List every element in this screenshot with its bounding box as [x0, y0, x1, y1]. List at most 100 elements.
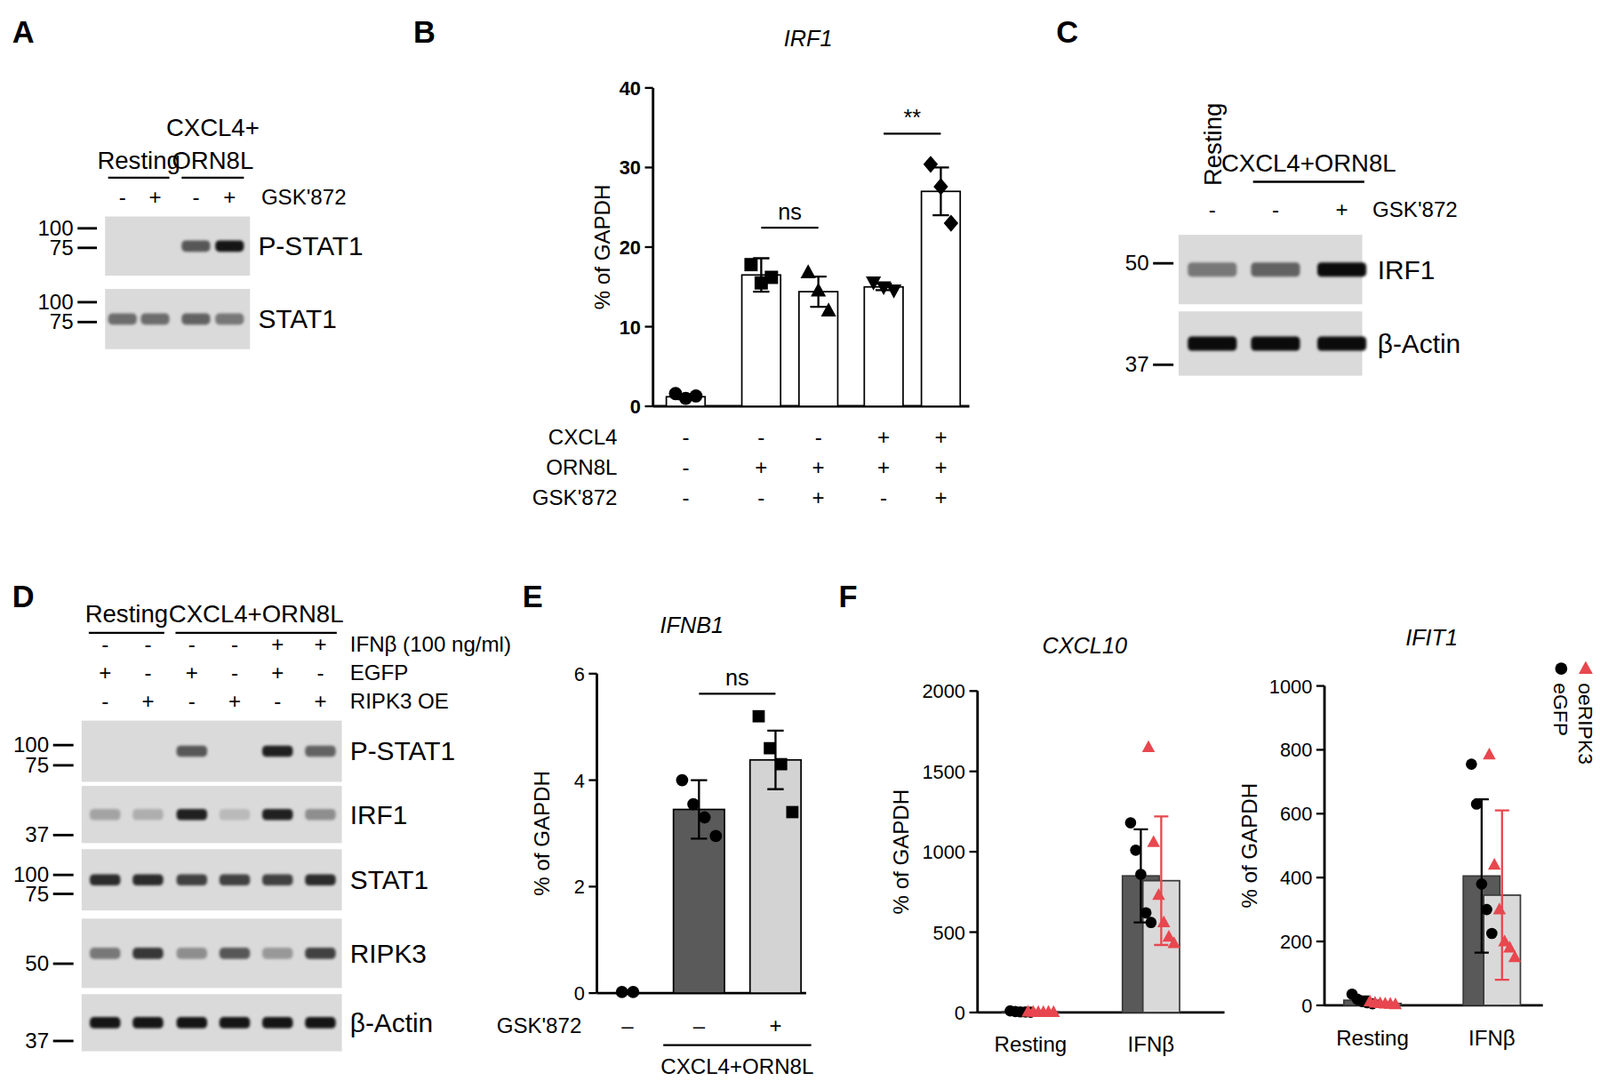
- chart: FCXCL10% of GAPDH0500100015002000Resting…: [839, 579, 1225, 1056]
- y-axis: [595, 673, 599, 993]
- data-point: [1465, 758, 1478, 770]
- condition-sign: +: [271, 660, 284, 685]
- x-tick-label: Resting: [994, 1032, 1068, 1056]
- points: [1004, 740, 1181, 1018]
- y-tick-label: 0: [954, 1001, 966, 1024]
- y-tick-label: 0: [574, 982, 585, 1005]
- condition-sign: +: [185, 660, 199, 685]
- y-tick: [645, 166, 654, 168]
- band: [176, 1016, 208, 1029]
- row-label: IRF1: [1377, 255, 1436, 285]
- condition-sign: -: [231, 660, 239, 685]
- error-bar: [1474, 799, 1489, 952]
- y-tick: [588, 992, 597, 994]
- chart: BIRF1% of GAPDH010203040CXCL4---++ORN8L-…: [413, 15, 970, 510]
- condition-sign: -: [1208, 197, 1216, 222]
- condition-label: IFNβ (100 ng/ml): [350, 632, 512, 656]
- band: [1317, 262, 1367, 277]
- condition-sign: +: [934, 485, 947, 510]
- legend-marker: [1578, 660, 1593, 673]
- bars: [673, 760, 801, 993]
- y-tick-label: 200: [1280, 930, 1312, 953]
- band: [176, 808, 208, 821]
- error-bars: [677, 167, 949, 400]
- y-tick: [969, 850, 978, 853]
- band: [304, 1016, 336, 1029]
- condition-sign: -: [681, 424, 689, 449]
- condition-sign: +: [228, 688, 241, 713]
- significance-line: [698, 692, 776, 695]
- data-point: [744, 257, 758, 272]
- mw-tick: [77, 246, 97, 249]
- error-bar-cap: [690, 778, 707, 781]
- data-point: [821, 302, 837, 317]
- band: [219, 873, 250, 886]
- condition-sign: -: [119, 184, 127, 209]
- band: [304, 745, 336, 758]
- condition-label: RIPK3 OE: [350, 688, 449, 713]
- plot-area: [616, 710, 801, 999]
- condition-sign: +: [1336, 197, 1349, 222]
- blot-membrane: [81, 848, 343, 911]
- plot-area: [666, 155, 961, 407]
- lane-header: CXCL4+ORN8L: [1221, 149, 1397, 177]
- mw-label: 37: [1125, 352, 1150, 376]
- chart: IFIT1% of GAPDH02004006008001000RestingI…: [1237, 624, 1598, 1050]
- band: [108, 240, 137, 253]
- error-bar-stem: [1480, 799, 1483, 952]
- data-point: [810, 282, 826, 297]
- data-point: [775, 758, 788, 771]
- condition-sign: -: [815, 424, 823, 449]
- header-underline: [175, 632, 336, 634]
- error-bars: [1013, 816, 1168, 1013]
- mw-label: 37: [24, 822, 49, 847]
- data-point: [923, 155, 938, 173]
- lane-header: ORN8L: [171, 146, 254, 175]
- band: [219, 808, 250, 821]
- chart-title: IFNB1: [660, 612, 725, 638]
- chart-title: IRF1: [784, 25, 833, 51]
- group-line: [663, 1044, 811, 1047]
- row-label: STAT1: [350, 864, 429, 895]
- mw-tick: [77, 300, 97, 304]
- condition-sign: +: [223, 184, 236, 209]
- y-tick: [588, 672, 597, 675]
- band: [1187, 262, 1237, 277]
- band: [219, 947, 250, 960]
- data-point: [933, 177, 948, 195]
- bar: [750, 760, 801, 993]
- band: [89, 947, 120, 960]
- mw-tick: [77, 226, 97, 230]
- significance-line: [883, 132, 941, 135]
- mw-tick: [77, 320, 97, 324]
- blot-membrane: [81, 993, 343, 1051]
- row-label: β-Actin: [1377, 328, 1461, 359]
- blot-membrane: [81, 918, 343, 988]
- data-point: [1129, 844, 1142, 856]
- y-tick-label: 6: [574, 663, 585, 686]
- condition-label: GSK'872: [261, 184, 347, 209]
- bars: [666, 191, 961, 407]
- data-point: [1508, 950, 1522, 962]
- error-bar-stem: [1501, 810, 1504, 980]
- bars: [1344, 875, 1521, 1006]
- y-axis-label: % of GAPDH: [529, 770, 554, 896]
- error-bar-cap: [1474, 951, 1489, 953]
- band: [176, 873, 208, 886]
- header-underline: [88, 632, 165, 634]
- error-bar-cap: [690, 837, 707, 840]
- mw-label: 50: [24, 951, 49, 976]
- band: [215, 313, 244, 326]
- y-tick: [1316, 748, 1325, 751]
- lane-header: Resting: [96, 146, 180, 175]
- mw-label: 50: [1125, 250, 1150, 275]
- row-label: P-STAT1: [350, 736, 456, 766]
- lane-header: CXCL4+ORN8L: [168, 600, 344, 628]
- y-tick-label: 1000: [921, 840, 966, 864]
- condition-label: GSK'872: [1372, 197, 1458, 222]
- points: [1346, 747, 1522, 1009]
- blot-membrane: [104, 216, 250, 277]
- y-tick-label: 2000: [921, 680, 966, 703]
- data-point: [616, 985, 629, 999]
- blot-panel: CRestingCXCL4+ORN8LGSK'872--+50IRF137β-A…: [1056, 15, 1461, 376]
